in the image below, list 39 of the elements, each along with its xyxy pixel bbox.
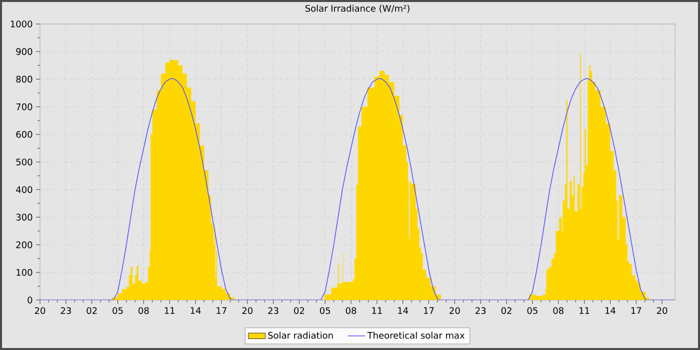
y-tick-label: 600 bbox=[16, 130, 32, 138]
x-tick-label: 20 bbox=[34, 307, 46, 314]
x-tick-label: 20 bbox=[450, 307, 460, 314]
y-tick-label: 400 bbox=[16, 186, 32, 193]
x-tick-label: 02 bbox=[501, 307, 512, 314]
x-tick-label: 05 bbox=[320, 307, 330, 314]
x-tick-label: 08 bbox=[553, 307, 564, 314]
x-tick-label: 23 bbox=[476, 307, 486, 314]
y-tick-label: 800 bbox=[16, 76, 32, 83]
y-tick-label: 900 bbox=[16, 48, 32, 55]
x-tick-label: 14 bbox=[398, 307, 408, 314]
x-tick-label: 17 bbox=[216, 307, 226, 314]
x-tick-label: 14 bbox=[605, 307, 616, 314]
x-tick-label: 11 bbox=[580, 307, 590, 314]
x-tick-label: 02 bbox=[86, 307, 97, 314]
y-tick-label: 200 bbox=[16, 241, 32, 248]
legend-label: Solar radiation bbox=[268, 332, 333, 339]
x-tick-label: 05 bbox=[112, 307, 123, 314]
x-tick-label: 05 bbox=[527, 307, 538, 314]
x-tick-label: 23 bbox=[268, 307, 278, 314]
x-tick-label: 11 bbox=[164, 307, 174, 314]
x-tick-label: 17 bbox=[424, 307, 434, 314]
x-tick-label: 23 bbox=[60, 307, 71, 314]
x-tick-label: 02 bbox=[294, 307, 304, 314]
legend-label: Theoretical solar max bbox=[367, 332, 465, 339]
x-tick-label: 11 bbox=[372, 307, 382, 314]
y-tick-label: 700 bbox=[16, 103, 32, 110]
y-tick-label: 300 bbox=[16, 214, 32, 221]
y-tick-label: 500 bbox=[16, 158, 32, 166]
x-tick-label: 08 bbox=[138, 307, 149, 314]
x-tick-label: 14 bbox=[190, 307, 201, 314]
x-tick-label: 17 bbox=[631, 307, 642, 314]
y-tick-label: 100 bbox=[16, 268, 32, 276]
y-tick-label: 0 bbox=[28, 296, 32, 304]
x-tick-label: 20 bbox=[242, 307, 252, 314]
x-tick-label: 20 bbox=[656, 307, 668, 314]
chart-title: Solar Irradiance (W/m²) bbox=[305, 4, 410, 13]
x-tick-label: 08 bbox=[346, 307, 356, 314]
y-tick-label: 1000 bbox=[10, 20, 32, 28]
